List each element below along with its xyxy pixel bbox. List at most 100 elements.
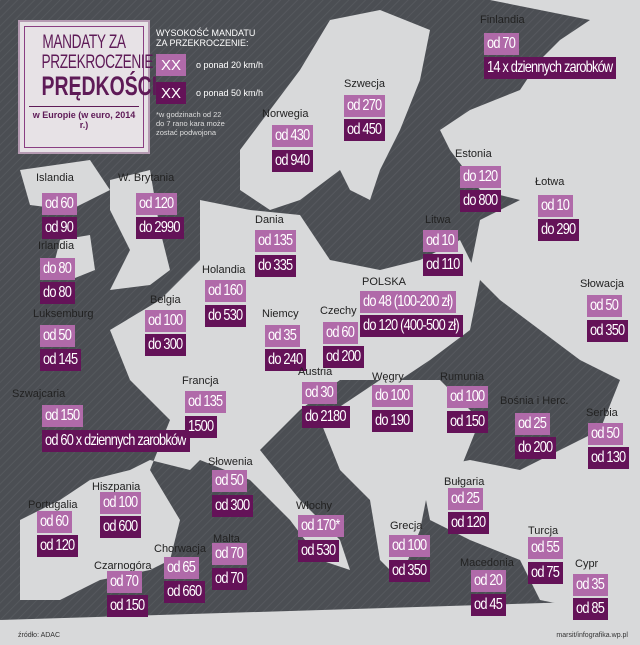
country-10-fine-over20: od 160 <box>205 280 247 302</box>
country-26-fine-over50: od 120 <box>37 535 79 557</box>
country-5-fine-over20: do 120 <box>460 166 502 188</box>
country-4-fine-over50: do 2990 <box>136 217 184 239</box>
country-34-name: Macedonia <box>460 557 514 569</box>
country-3-name: Islandia <box>36 172 74 184</box>
country-17-fine-over20-value: od 30 <box>305 384 334 401</box>
country-16-fine-over50: od 350 <box>587 320 629 342</box>
country-27-fine-over50: od 530 <box>298 540 340 562</box>
country-4-fine-over20: od 120 <box>136 193 178 215</box>
country-26-fine-over50-value: od 120 <box>40 537 75 554</box>
country-9-fine-over20: do 80 <box>40 258 76 280</box>
country-12-fine-over50-value: od 145 <box>43 351 78 368</box>
country-28-fine-over50: od 120 <box>448 512 490 534</box>
country-19-fine-over50: 1500 <box>185 416 218 438</box>
country-25-fine-over20-value: od 100 <box>103 494 138 511</box>
country-20-fine-over20: do 100 <box>372 385 414 407</box>
country-30-fine-over50-value: od 75 <box>531 564 560 581</box>
country-26-fine-over20: od 60 <box>37 511 73 533</box>
country-7-fine-over20: od 135 <box>255 230 297 252</box>
country-1-fine-over50: od 450 <box>344 119 386 141</box>
country-11-name: Belgia <box>150 294 181 306</box>
country-5-fine-over50-value: do 800 <box>463 192 498 209</box>
country-24-fine-over50: od 300 <box>212 495 254 517</box>
country-9-fine-over50-value: do 80 <box>43 284 72 301</box>
country-9-name: Irlandia <box>38 240 75 252</box>
country-35-name: Cypr <box>575 558 599 570</box>
country-0-fine-over20-value: od 70 <box>487 35 516 52</box>
country-18-fine-over50-value: od 60 x dziennych zarobków <box>45 432 187 449</box>
country-6-fine-over50: do 290 <box>538 219 580 241</box>
country-2-fine-over50-value: od 940 <box>275 152 310 169</box>
country-20-fine-over20-value: do 100 <box>375 387 410 404</box>
country-18-name: Szwajcaria <box>12 388 66 400</box>
country-23-name: Serbia <box>586 407 618 419</box>
country-5-name: Estonia <box>455 148 492 160</box>
country-8-name: Litwa <box>425 214 451 226</box>
country-32-fine-over50: od 70 <box>212 568 248 590</box>
country-25-fine-over50-value: od 600 <box>103 518 138 535</box>
country-13-fine-over50: do 240 <box>265 349 307 371</box>
country-12-name: Luksemburg <box>33 308 94 320</box>
country-28-name: Bułgaria <box>444 476 485 488</box>
country-21-name: Rumunia <box>440 371 485 383</box>
country-14-fine-over50-value: od 200 <box>326 348 361 365</box>
title-box: MANDATY ZA PRZEKROCZENIE PRĘDKOŚCI w Eur… <box>18 20 157 154</box>
country-33-fine-over20-value: od 70 <box>110 573 139 590</box>
country-15-fine-over50-value: do 120 (400-500 zł) <box>363 317 460 334</box>
country-27-name: Włochy <box>296 500 333 512</box>
country-21-fine-over20-value: od 100 <box>450 388 485 405</box>
country-22-fine-over50-value: do 200 <box>518 439 553 456</box>
country-13-fine-over20: od 35 <box>265 325 301 347</box>
country-9-fine-over50: do 80 <box>40 282 76 304</box>
country-35-fine-over50-value: od 85 <box>576 600 605 617</box>
country-31-fine-over50-value: od 660 <box>167 583 202 600</box>
country-25-name: Hiszpania <box>92 481 141 493</box>
country-33-fine-over50-value: od 150 <box>110 597 145 614</box>
country-11-fine-over20-value: od 100 <box>148 312 183 329</box>
country-19-fine-over20: od 135 <box>185 391 227 413</box>
country-22-fine-over20-value: od 25 <box>518 415 547 432</box>
country-16-fine-over20: od 50 <box>587 295 623 317</box>
legend-label-over50: o ponad 50 km/h <box>196 88 264 98</box>
country-6-name: Łotwa <box>535 176 565 188</box>
country-5-fine-over20-value: do 120 <box>463 168 498 185</box>
country-14-fine-over20-value: od 60 <box>326 324 355 341</box>
country-4-fine-over20-value: od 120 <box>139 195 174 212</box>
country-5-fine-over50: do 800 <box>460 190 502 212</box>
country-22-name: Bośnia i Herc. <box>500 395 569 407</box>
country-1-fine-over50-value: od 450 <box>347 121 382 138</box>
country-29-name: Grecja <box>390 520 423 532</box>
country-30-name: Turcja <box>528 525 559 537</box>
note-line3: zostać podwojona <box>156 128 217 137</box>
country-14-name: Czechy <box>320 305 357 317</box>
country-16-fine-over20-value: od 50 <box>590 297 619 314</box>
country-7-fine-over20-value: od 135 <box>258 232 293 249</box>
country-2-fine-over20: od 430 <box>272 125 314 147</box>
country-3-fine-over50-value: od 90 <box>45 219 74 236</box>
country-22-fine-over50: do 200 <box>515 437 557 459</box>
country-0-fine-over50-value: 14 x dziennych zarobków <box>487 59 613 76</box>
country-20-name: Węgry <box>372 371 404 383</box>
country-13-name: Niemcy <box>262 308 299 320</box>
title-line2: PRZEKROCZENIE <box>41 52 154 73</box>
country-21-fine-over20: od 100 <box>447 386 489 408</box>
country-16-name: Słowacja <box>580 278 625 290</box>
source-note: źródło: ADAC <box>18 632 61 639</box>
country-24-name: Słowenia <box>208 456 253 468</box>
country-18-fine-over50: od 60 x dziennych zarobków <box>42 430 190 452</box>
country-4-name: W. Brytania <box>118 172 175 184</box>
country-7-fine-over50-value: do 335 <box>258 257 293 274</box>
legend-label-over20: o ponad 20 km/h <box>196 60 264 70</box>
country-23-fine-over20-value: od 50 <box>591 425 620 442</box>
country-30-fine-over50: od 75 <box>528 562 564 584</box>
country-21-fine-over50: od 150 <box>447 411 489 433</box>
country-32-fine-over20-value: od 70 <box>215 545 244 562</box>
country-17-name: Austria <box>298 366 333 378</box>
country-11-fine-over20: od 100 <box>145 310 187 332</box>
country-17-fine-over20: od 30 <box>302 382 338 404</box>
country-2-fine-over20-value: od 430 <box>275 127 310 144</box>
country-10-fine-over50: do 530 <box>205 305 247 327</box>
credit-note: marsit/infografika.wp.pl <box>556 632 628 639</box>
country-26-name: Portugalia <box>28 499 78 511</box>
country-33-name: Czarnogóra <box>94 560 152 572</box>
